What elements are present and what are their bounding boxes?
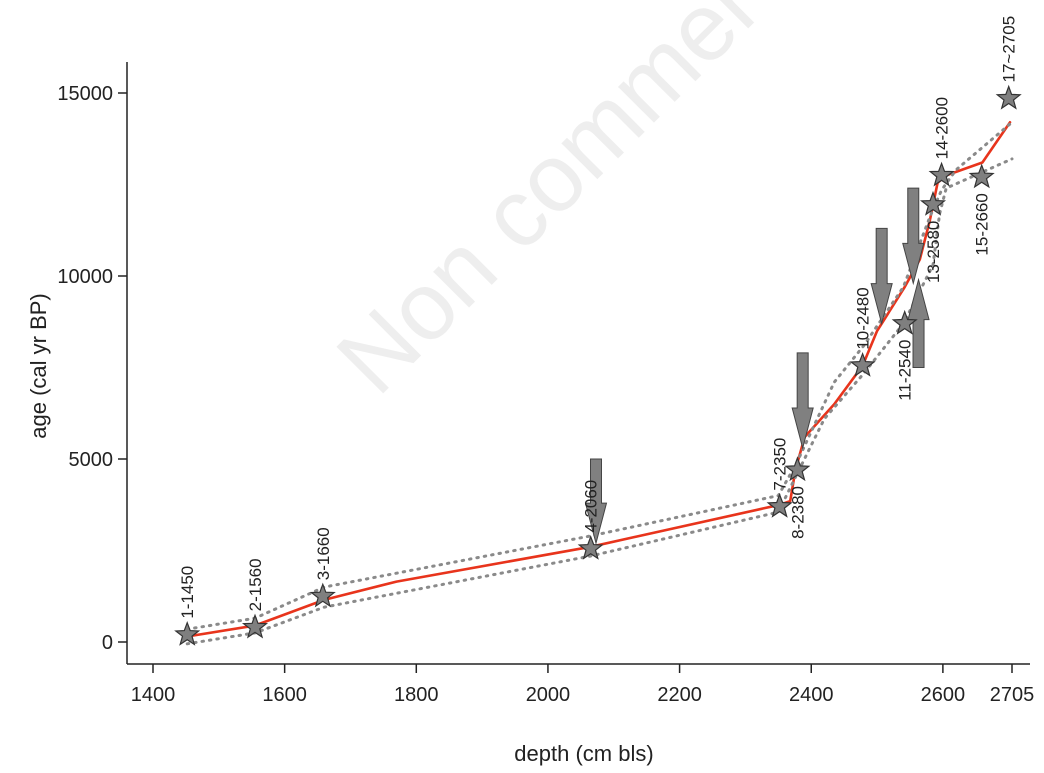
sample-label: 13-2580 xyxy=(924,221,943,283)
sample-star-marker xyxy=(995,84,1022,110)
arrow-down-marker xyxy=(902,187,925,286)
sample-star-marker xyxy=(784,456,811,482)
sample-label: 7-2350 xyxy=(771,438,790,491)
y-axis-title: age (cal yr BP) xyxy=(26,293,51,439)
sample-star-marker xyxy=(241,613,269,639)
sample-label: 11-2540 xyxy=(896,340,915,401)
sample-label: 14-2600 xyxy=(933,97,952,159)
y-tick-label: 5000 xyxy=(69,449,114,471)
sample-markers xyxy=(174,84,1022,646)
x-tick-label: 1800 xyxy=(394,684,439,706)
x-tick-label: 1400 xyxy=(131,684,176,706)
series-line-lower-bound xyxy=(185,157,1014,646)
y-axis-ticks: 0 5000 10000 15000 xyxy=(57,83,127,654)
sample-star-marker xyxy=(968,163,995,189)
x-tick-label: 2705 xyxy=(990,684,1035,706)
y-tick-label: 15000 xyxy=(57,83,113,105)
sample-star-marker xyxy=(577,534,604,560)
x-tick-label: 2000 xyxy=(526,684,571,706)
x-tick-label: 2600 xyxy=(921,684,966,706)
x-tick-label: 2200 xyxy=(657,684,702,706)
y-tick-label: 0 xyxy=(102,632,113,654)
sample-star-marker xyxy=(174,620,201,646)
x-axis-title: depth (cm bls) xyxy=(514,741,653,766)
sample-label: 17~2705 xyxy=(1000,16,1019,83)
sample-label: 3-1660 xyxy=(314,527,333,580)
x-axis-ticks: 1400 1600 1800 2000 2200 2400 2600 2705 xyxy=(131,664,1035,706)
x-tick-label: 2400 xyxy=(789,684,834,706)
arrow-down-marker xyxy=(870,227,893,326)
sample-star-marker xyxy=(849,351,876,377)
sample-label: 8-2380 xyxy=(788,486,807,539)
arrow-down-marker xyxy=(584,458,608,546)
watermark-text: Non commercial xyxy=(317,0,883,414)
sample-label: 15-2660 xyxy=(973,193,992,255)
sample-label: 1-1450 xyxy=(178,566,197,619)
y-tick-label: 10000 xyxy=(57,266,113,288)
x-tick-label: 1600 xyxy=(262,684,307,706)
arrow-down-marker xyxy=(791,352,814,450)
sample-star-marker xyxy=(919,190,947,216)
sample-star-marker xyxy=(309,582,336,608)
sample-label: 2-1560 xyxy=(246,558,265,611)
sample-star-marker xyxy=(928,161,955,187)
arrow-layer xyxy=(584,187,930,546)
sample-label: 4-2060 xyxy=(582,480,601,533)
sample-star-marker xyxy=(891,309,918,335)
sample-label: 10-2480 xyxy=(854,287,873,349)
sample-star-marker xyxy=(766,492,793,518)
